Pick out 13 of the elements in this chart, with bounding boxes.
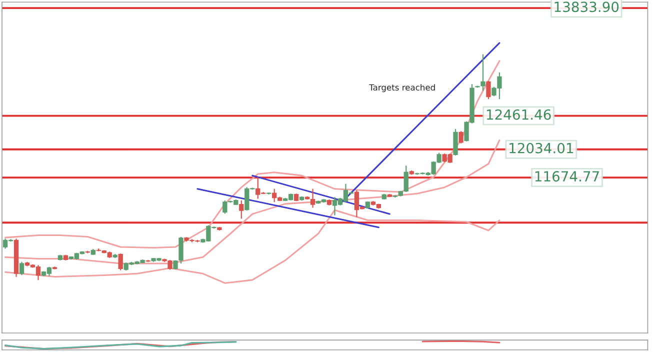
ref-line-label: 12461.46 <box>486 109 551 120</box>
candlestick <box>486 80 491 100</box>
candlestick <box>178 236 184 264</box>
ref-line-label: 13833.90 <box>554 2 619 12</box>
ref-line-label: 12034.01 <box>510 142 574 154</box>
candlestick <box>453 128 458 156</box>
candlestick <box>310 188 316 208</box>
candlestick <box>239 200 244 220</box>
annotation: Targets reached <box>369 84 435 92</box>
candlestick <box>118 253 123 271</box>
ref-line-label: 11674.77 <box>535 171 599 182</box>
candlestick <box>19 261 24 276</box>
candlestick <box>458 130 464 144</box>
